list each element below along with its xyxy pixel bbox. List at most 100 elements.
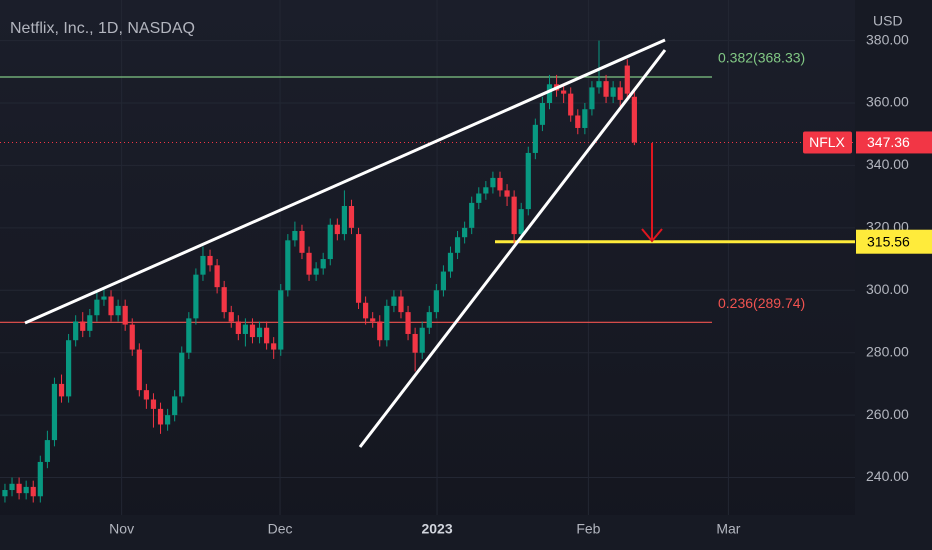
candle-body [561,90,567,94]
y-tick-label: 300.00 [866,281,909,297]
candle-body [391,296,397,306]
candle-body [101,296,107,300]
candle-body [355,234,362,303]
candle-body [539,103,546,125]
candle-body [165,415,171,425]
candle-body [271,343,277,350]
candle-body [44,440,50,462]
symbol-label: NFLX [809,134,845,150]
candle-body [405,312,411,334]
y-axis-label: USD [873,13,903,29]
candle-body [30,486,36,497]
last-price-label: 347.36 [867,134,910,150]
candle-body [624,65,630,94]
candle-body [23,486,29,494]
x-tick-label: Feb [576,521,600,537]
candle-body [334,224,340,235]
candle-body [603,81,609,97]
candle-body [115,305,121,316]
candle-body [129,324,135,350]
candle-body [221,287,227,313]
candle-body [249,324,256,338]
candle-body [504,190,510,197]
candle-body [207,255,213,266]
candle-body [242,324,248,334]
candle-body [370,318,376,322]
candle-body [37,461,43,497]
y-tick-label: 240.00 [866,468,909,484]
candle-body [546,84,553,103]
trend-line-lower [358,49,667,448]
x-axis-panel [0,515,932,550]
target-box [856,229,932,254]
candle-body [214,265,220,288]
candle-body [348,206,355,228]
candle-body [412,333,418,353]
candle-body [122,305,128,325]
arrow-head [641,228,663,243]
candle-body [228,312,234,322]
candle-body [320,259,326,269]
trend-line-upper [24,38,666,325]
symbol-box [803,131,852,154]
chart-title: Netflix, Inc., 1D, NASDAQ [10,20,195,37]
candle-body [292,230,298,241]
target-label: 315.56 [867,233,910,249]
candle-body [419,327,425,353]
level-label: 0.382(368.33) [718,50,805,66]
candle-body [433,290,439,313]
candle-body [398,296,404,313]
candle-body [193,274,199,319]
candle-body [51,383,58,441]
candle-body [447,252,454,272]
y-tick-label: 280.00 [866,343,909,359]
candle-body [80,321,86,331]
candle-body [200,255,206,275]
y-tick-label: 360.00 [866,94,909,110]
candle-body [299,230,305,253]
candle-body [327,224,333,260]
x-tick-label: Dec [268,521,293,537]
candle-body [172,396,178,416]
candle-body [511,196,517,235]
x-tick-label: Nov [109,521,134,537]
candle-body [483,187,489,194]
candle-body [58,383,65,397]
candle-body [462,227,468,238]
last-price-box [856,131,932,154]
candle-body [9,483,15,491]
candle-body [384,305,390,341]
y-tick-label: 340.00 [866,156,909,172]
candle-body [341,206,348,235]
y-axis-panel [855,0,932,550]
candle-body [313,268,319,275]
candle-body [186,318,192,353]
candle-body [497,177,503,191]
candle-body [306,252,312,275]
y-tick-label: 380.00 [866,31,909,47]
candle-body [518,209,524,235]
candle-body [65,340,72,397]
candle-body [94,299,100,316]
candle-body [575,115,581,128]
candle-body [157,408,164,425]
candle-body [469,202,475,228]
candle-body [440,271,447,291]
candle-body [596,81,602,88]
candle-body [87,315,93,331]
candle-body [589,87,595,110]
candle-body [582,109,588,128]
candle-body [617,87,623,100]
x-tick-label: Mar [716,521,740,537]
candle-body [2,490,8,497]
candle-body [377,321,383,341]
candle-body [264,327,270,344]
candle-body [256,327,263,338]
candle-body [426,312,432,328]
candle-body [285,240,291,291]
candle-body [143,390,149,400]
candle-body [631,96,637,143]
candle-body [235,321,241,334]
candle-body [278,290,284,350]
